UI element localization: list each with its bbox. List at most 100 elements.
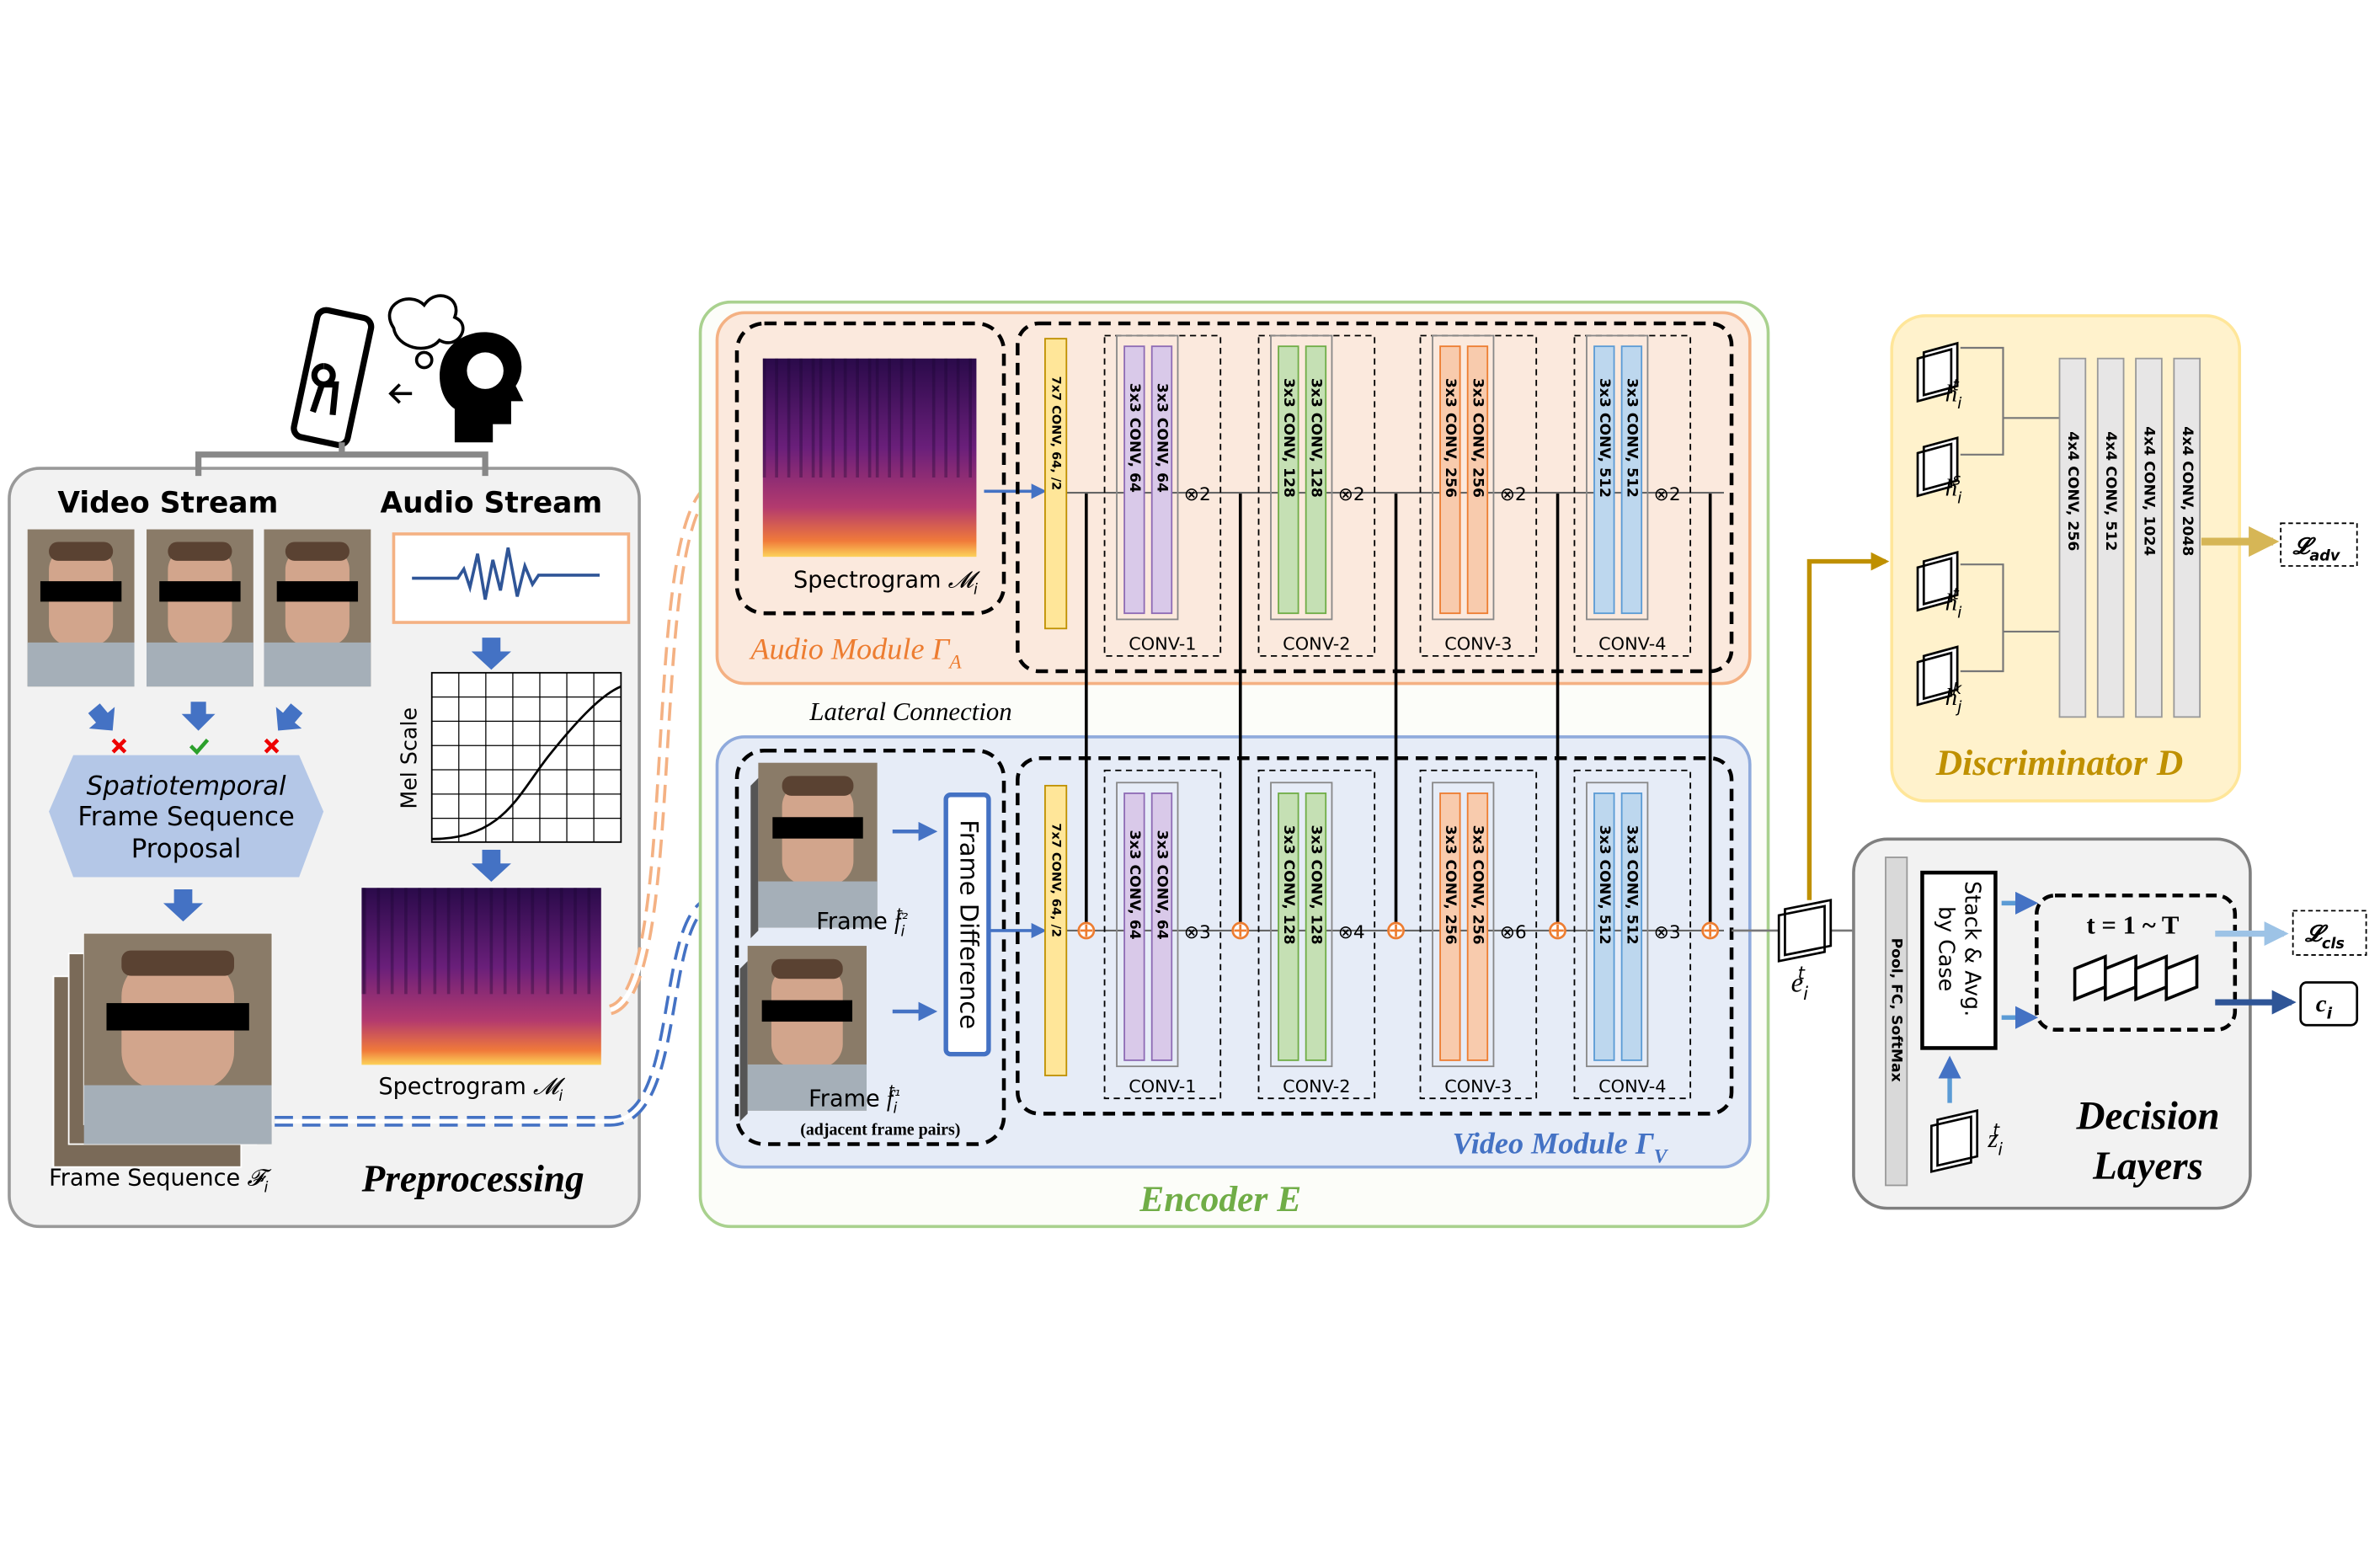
module-label-text: Video Module Γ [1453,1126,1655,1160]
stem-layer [1044,338,1068,630]
label-sub: i [264,1180,268,1197]
brain [467,352,504,389]
label: Spatiotemporal [87,771,286,802]
label-symbol: h [1945,590,1957,616]
label-sub: i [558,1088,563,1105]
feature-frame [1916,341,1959,403]
sum-cross [1390,924,1402,937]
label: Frame Sequence [77,802,295,832]
hair [285,542,350,561]
dashed-group [1016,755,1734,1116]
shirt [83,1085,272,1145]
shirt [758,881,878,928]
block-label: CONV-3 [1444,1076,1512,1097]
eye-bar [40,581,122,602]
spectrogram-band [531,888,535,995]
label-symbol: h [1945,380,1957,407]
label-text: Frame [816,909,888,935]
label-symbol: f [887,1086,896,1111]
dashed-block [1573,769,1692,1100]
spectrogram-band [559,888,563,995]
thought-bubble [387,294,465,350]
conv-layer [1123,793,1145,1061]
block-outline [1432,334,1495,621]
feature-frame [1916,645,1959,707]
layer-label: 3x3 CONV, 64 [1126,830,1143,940]
reject-mark [111,738,127,754]
layer-label: 3x3 CONV, 512 [1596,378,1613,498]
spectrogram-band [875,358,879,478]
spectrogram-band [831,358,835,478]
feature-frame [1929,1108,1979,1173]
layer-label: 3x3 CONV, 128 [1307,378,1324,498]
feature-frame [1916,550,1959,612]
spectrogram-band [404,888,408,995]
label-sub: i [1957,604,1962,622]
spectrogram-band [787,358,791,478]
spectrogram-band [433,888,437,995]
label: Audio Stream [380,487,602,520]
dashed-block [1257,769,1376,1100]
dashed-block [1103,769,1222,1100]
label-sub: i [1998,1139,2003,1159]
repeat-label: ⊗4 [1338,922,1365,943]
spectrogram-band [376,888,381,995]
stack-box [1920,870,1998,1050]
feature-frame [1916,436,1959,498]
down-arrow [471,638,511,670]
hair [168,542,232,561]
bracket [195,442,488,477]
module-label-text: Audio Module Γ [749,632,950,666]
spectrogram-band [969,358,972,478]
block-label: CONV-4 [1598,634,1666,654]
block-label: CONV-1 [1129,634,1196,654]
label: t = 1 ~ T [2086,911,2179,940]
hair [121,950,234,976]
spectrogram-band [912,358,915,478]
repeat-label: ⊗2 [1184,484,1211,505]
label-sup: t₂ [896,906,908,923]
label-symbol: h [1945,684,1957,711]
spectrogram-band [867,358,872,478]
spectrogram-band [446,888,451,995]
label-symbol: z [1987,1124,1998,1153]
down-arrow [163,889,204,922]
conv-layer [1150,793,1173,1061]
title: Decision [2076,1094,2220,1138]
bubble-dot [414,350,434,370]
output-label: ci [2316,990,2333,1023]
layer-label: 3x3 CONV, 256 [1469,825,1486,945]
label: (adjacent frame pairs) [800,1121,960,1139]
spectrogram-band [574,888,577,995]
label: Lateral Connection [808,697,1011,726]
conv-layer [1593,793,1615,1061]
label: Frame Sequence 𝓕i [49,1165,272,1196]
eye-bar [772,817,863,839]
module-label: Video Module ΓV [1453,1126,1669,1167]
sum-cross [1704,924,1716,937]
hair [49,542,114,561]
module-label-sub: V [1654,1145,1669,1167]
down-arrow [471,849,511,882]
sum-cross [1080,924,1093,937]
dashed-block [1419,769,1538,1100]
conv-layer [1278,345,1299,615]
mel-grid [430,671,622,843]
conv-layer [1123,345,1145,615]
shirt [747,1064,867,1111]
spectrogram-band [775,358,778,478]
spectrogram-band [361,888,366,995]
loss-box [2292,910,2367,956]
label-sub: i [893,1100,897,1117]
output-label-sub: i [2327,1006,2333,1023]
disc-layer [2173,357,2201,718]
block-outline [1586,334,1649,621]
eye-bar [106,1003,249,1031]
eye-bar [276,581,359,602]
label: Frame fit₁ [808,1083,900,1117]
hair [782,776,854,796]
label-sub: i [1957,489,1962,507]
dashed-group [2035,894,2238,1032]
label-text: Spectrogram [378,1074,526,1100]
layer-label: 3x3 CONV, 256 [1442,378,1459,498]
